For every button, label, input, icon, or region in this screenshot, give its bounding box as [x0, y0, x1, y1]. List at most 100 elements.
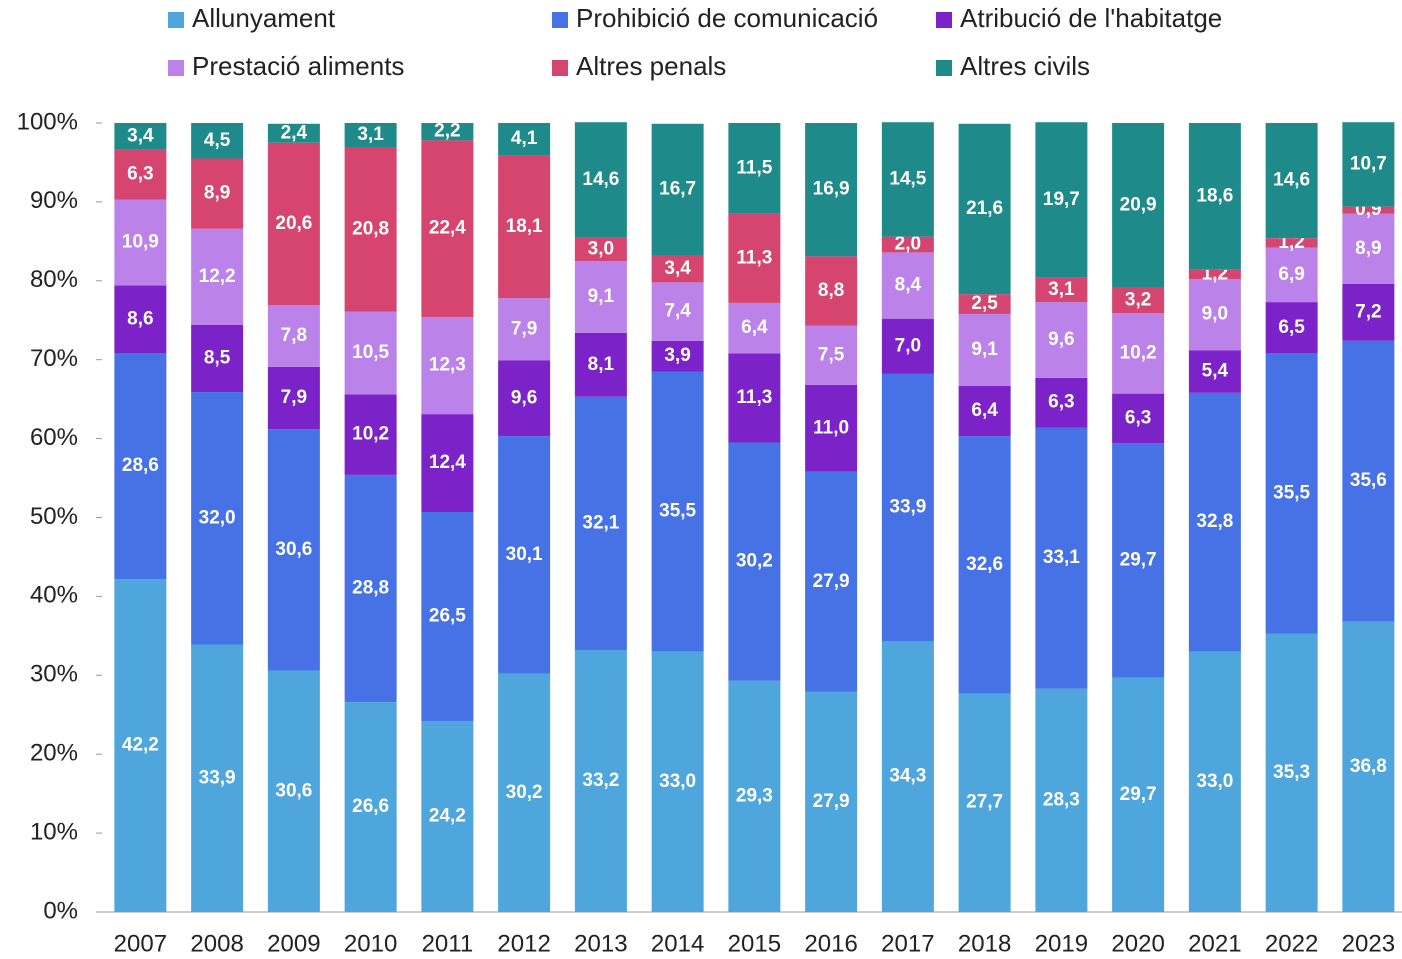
bar-segment [574, 650, 627, 912]
bar-segment [1342, 122, 1395, 207]
value-label: 27,9 [813, 791, 850, 812]
legend-swatch [552, 60, 568, 76]
value-label: 2,0 [895, 234, 921, 255]
bar-segment [114, 123, 167, 150]
y-tick-label: 0% [43, 897, 78, 924]
x-tick-label: 2011 [422, 930, 474, 957]
value-label: 29,3 [736, 785, 773, 806]
value-label: 9,1 [971, 339, 998, 360]
bar-segment [574, 261, 627, 333]
value-label: 3,4 [127, 125, 154, 146]
value-label: 28,6 [122, 455, 159, 476]
value-label: 35,5 [1273, 482, 1310, 503]
value-label: 9,6 [1048, 329, 1074, 350]
x-tick-label: 2008 [190, 930, 243, 957]
value-label: 30,1 [506, 544, 543, 565]
bar-segment [498, 155, 551, 299]
value-label: 30,2 [736, 551, 773, 572]
bar-segment [805, 123, 858, 257]
bar-segment [1265, 123, 1318, 239]
bar-segment [267, 142, 320, 306]
value-label: 34,3 [889, 766, 926, 787]
bar-segment [191, 324, 244, 393]
value-label: 33,1 [1043, 547, 1080, 568]
bar-segment [421, 140, 474, 318]
y-tick-label: 100% [17, 108, 78, 135]
x-tick-label: 2019 [1035, 930, 1088, 957]
value-label: 18,1 [506, 216, 543, 237]
value-label: 22,4 [429, 218, 466, 239]
value-label: 2,2 [434, 121, 460, 142]
value-label: 6,3 [1125, 407, 1151, 428]
bar-segment [267, 366, 320, 430]
bar-segment [1035, 377, 1088, 428]
y-tick-label: 90% [30, 187, 78, 214]
value-label: 28,3 [1043, 789, 1080, 810]
x-tick-label: 2010 [344, 930, 397, 957]
bar-segment [191, 228, 244, 325]
value-label: 3,0 [588, 238, 614, 259]
value-label: 33,0 [659, 771, 696, 792]
legend-swatch [168, 12, 184, 28]
y-tick-label: 50% [30, 503, 78, 530]
legend-label: Allunyament [192, 3, 336, 33]
value-label: 7,8 [281, 325, 307, 346]
value-label: 33,9 [889, 497, 926, 518]
x-tick-label: 2017 [881, 930, 934, 957]
bar-segment [114, 149, 167, 200]
bar-segment [114, 579, 167, 912]
bar-segment [344, 702, 397, 912]
value-label: 8,9 [1355, 238, 1381, 259]
value-label: 35,5 [659, 501, 696, 522]
bar-segment [805, 471, 858, 692]
bar-segment [344, 394, 397, 475]
bar-segment [574, 237, 627, 262]
x-tick-label: 2007 [114, 930, 167, 957]
value-label: 14,5 [889, 168, 926, 189]
bar-segment [498, 436, 551, 674]
value-label: 30,6 [275, 539, 312, 560]
value-label: 8,5 [204, 348, 231, 369]
value-label: 12,2 [199, 266, 236, 287]
x-tick-label: 2015 [728, 930, 781, 957]
value-label: 5,4 [1202, 361, 1229, 382]
bar-segment [498, 360, 551, 437]
value-label: 10,5 [352, 342, 389, 363]
y-tick-label: 20% [30, 740, 78, 767]
y-tick-label: 60% [30, 424, 78, 451]
value-label: 10,9 [122, 232, 159, 253]
bar-segment [1188, 392, 1241, 652]
legend-label: Atribució de l'habitatge [960, 3, 1222, 33]
bar-segment [344, 147, 397, 312]
value-label: 9,1 [588, 286, 615, 307]
bar-segment [881, 641, 934, 912]
value-label: 3,1 [1048, 279, 1075, 300]
bar-segment [1342, 340, 1395, 622]
bar-segment [498, 673, 551, 912]
bar-segment [958, 294, 1011, 314]
value-label: 9,0 [1202, 304, 1228, 325]
bar-segment [1188, 269, 1241, 280]
value-label: 29,7 [1120, 784, 1157, 805]
value-label: 10,7 [1350, 153, 1387, 174]
bar-segment [1342, 213, 1395, 284]
value-label: 4,1 [511, 128, 538, 149]
value-label: 32,6 [966, 554, 1003, 575]
value-label: 6,4 [741, 317, 768, 338]
bar-segment [805, 691, 858, 912]
x-tick-label: 2023 [1342, 930, 1395, 957]
value-label: 8,8 [818, 280, 844, 301]
value-label: 8,6 [127, 308, 153, 329]
bar-segment [1265, 238, 1318, 248]
value-label: 42,2 [122, 735, 159, 756]
bar-segment [728, 442, 781, 681]
bar-segment [114, 353, 167, 580]
value-label: 20,8 [352, 219, 389, 240]
bar-segment [958, 385, 1011, 437]
value-label: 2,4 [281, 122, 308, 143]
bar-segment [805, 325, 858, 385]
bar-segment [1112, 443, 1165, 678]
bar-segment [1035, 688, 1088, 912]
value-label: 24,2 [429, 806, 466, 827]
